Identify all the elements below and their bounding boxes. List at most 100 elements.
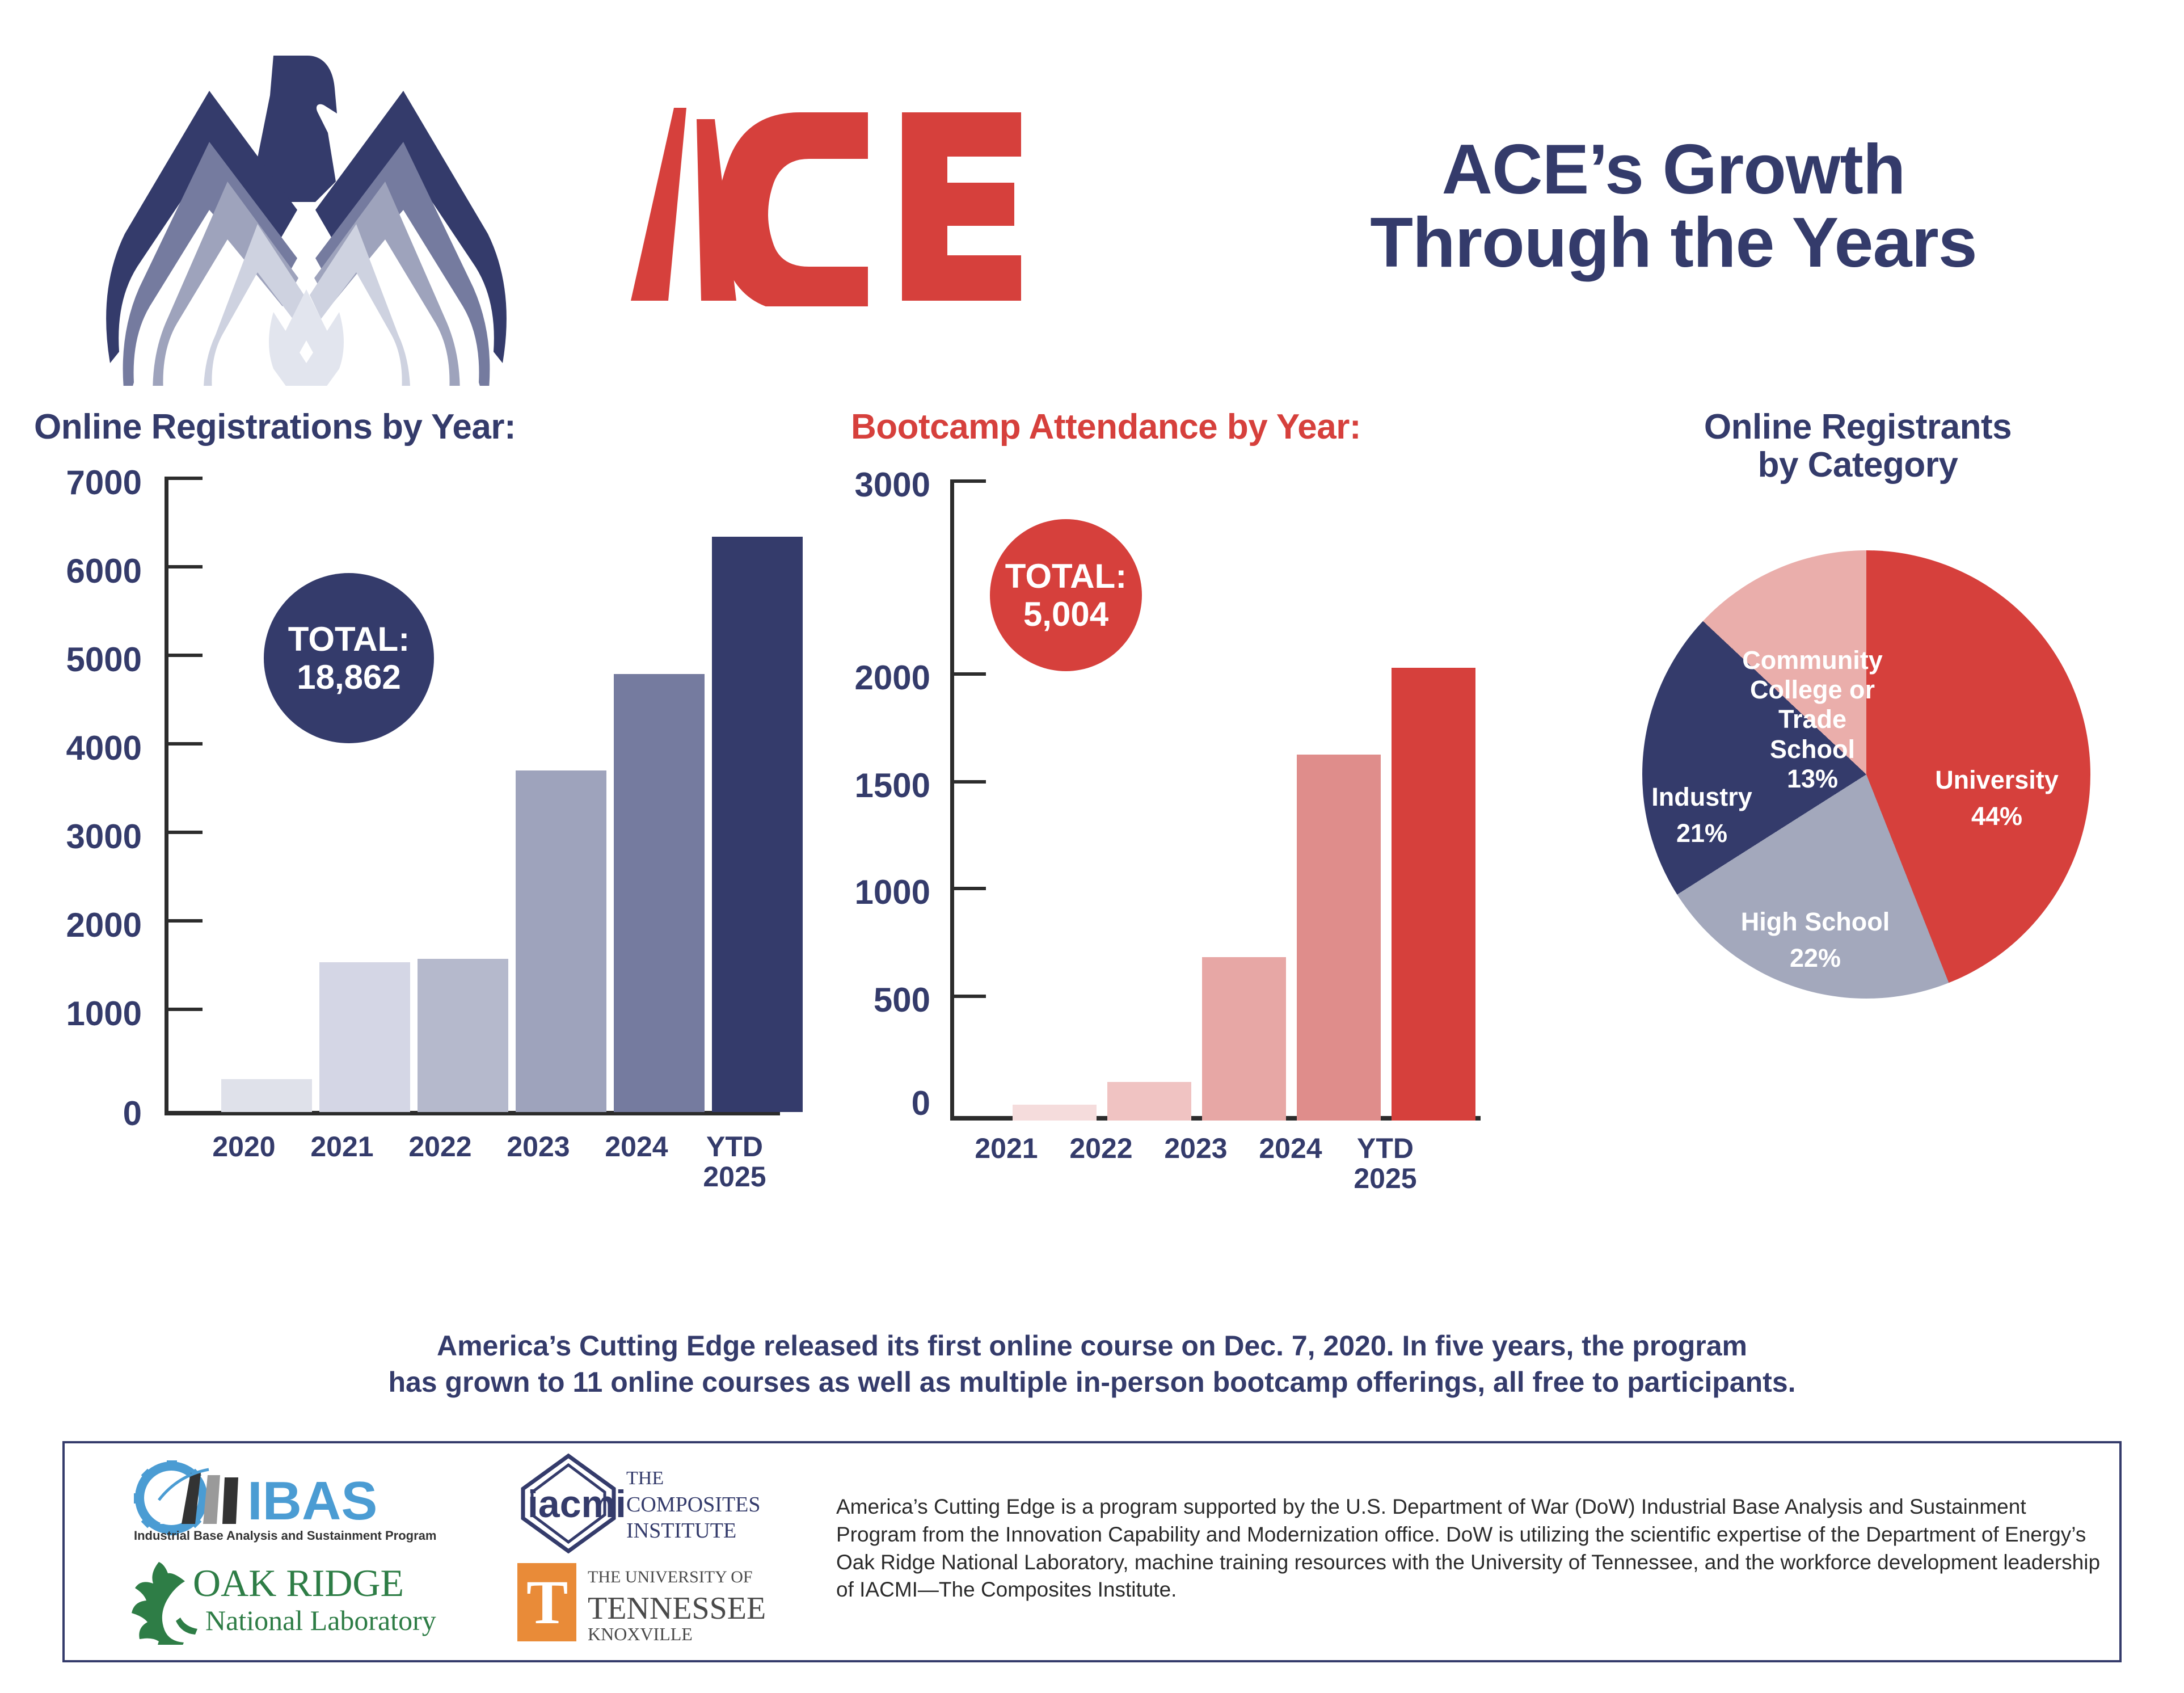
pie-label-community-pct: 13%: [1786, 764, 1839, 793]
chart2-tick-3000: [954, 479, 986, 483]
chart1-xtick-ytd-line2: 2025: [703, 1161, 766, 1193]
chart1-tick-5000: [168, 654, 203, 657]
chart1-xtick-ytd-2025: YTD 2025: [678, 1132, 791, 1192]
pie-label-industry-text: Industry: [1651, 782, 1752, 811]
chart1-xtick-2020: 2020: [187, 1132, 301, 1162]
pie-label-industry-pct: 21%: [1676, 819, 1728, 848]
bootcamp-attendance-chart: Bootcamp Attendance by Year: 3000 2000 1…: [823, 408, 1503, 1294]
chart1-ytick-6000: 6000: [66, 552, 142, 590]
chart1-xtick-2021: 2021: [285, 1132, 399, 1162]
table-row: [1107, 1082, 1191, 1121]
oak-ridge-logo-line-2: National Laboratory: [205, 1604, 436, 1636]
university-of-tennessee-knoxville-logo: T THE UNIVERSITY OF TENNESSEE KNOXVILLE: [513, 1560, 779, 1645]
chart2-tick-500: [954, 995, 986, 998]
chart2-xtick-ytd-line1: YTD: [1357, 1132, 1414, 1164]
ace-eagle-logo: [106, 56, 507, 386]
chart2-xtick-ytd-2025: YTD 2025: [1334, 1134, 1436, 1194]
chart2-ytick-0: 0: [911, 1084, 930, 1122]
chart2-ytick-500: 500: [873, 981, 930, 1019]
iacmi-logo-line-3: INSTITUTE: [626, 1519, 736, 1543]
pie-slice-label-university: University 44%: [1903, 765, 2090, 831]
chart1-ytick-1000: 1000: [66, 995, 142, 1033]
chart1-xtick-2023-line1: 2023: [507, 1131, 570, 1163]
chart1-y-axis: [165, 477, 168, 1114]
ut-logo-line-3: KNOXVILLE: [588, 1624, 693, 1644]
chart1-xtick-2022: 2022: [383, 1132, 497, 1162]
chart2-tick-1500: [954, 780, 986, 784]
ibas-logo: IBAS Industrial Base Analysis and Sustai…: [127, 1460, 445, 1545]
chart2-ytick-2000: 2000: [854, 659, 930, 697]
chart1-ytick-2000: 2000: [66, 906, 142, 944]
chart1-tick-2000: [168, 919, 203, 923]
page-title-line-1: ACE’s Growth: [1441, 130, 1905, 209]
pie-label-university-pct: 44%: [1971, 802, 2023, 831]
chart1-xtick-ytd-line1: YTD: [706, 1131, 763, 1163]
oak-ridge-logo-line-1: OAK RIDGE: [193, 1561, 404, 1604]
caption-line-2: has grown to 11 online courses as well a…: [388, 1366, 1796, 1398]
chart1-total-label: TOTAL:: [288, 620, 410, 658]
chart2-title: Bootcamp Attendance by Year:: [851, 407, 1361, 447]
chart2-xtick-2023: 2023: [1145, 1134, 1247, 1164]
chart3-title: Online Registrants by Category: [1532, 408, 2184, 485]
chart1-x-axis: [165, 1111, 780, 1115]
page-title-line-2: Through the Years: [1370, 203, 1977, 282]
pie-label-community-line-3: Trade: [1778, 705, 1847, 734]
chart1-title: Online Registrations by Year:: [34, 407, 516, 447]
chart1-xtick-2023: 2023: [482, 1132, 595, 1162]
chart2-xtick-2023-line1: 2023: [1164, 1132, 1228, 1164]
pie-label-university-text: University: [1935, 765, 2059, 794]
chart1-tick-4000: [168, 742, 203, 746]
table-row: [1013, 1105, 1097, 1121]
chart1-xtick-2022-line1: 2022: [408, 1131, 472, 1163]
chart2-xtick-2021: 2021: [955, 1134, 1057, 1164]
chart1-xtick-2024: 2024: [580, 1132, 693, 1162]
chart1-tick-3000: [168, 831, 203, 834]
ibas-logo-text: IBAS: [247, 1471, 377, 1531]
table-row: [516, 770, 606, 1112]
chart1-ytick-5000: 5000: [66, 641, 142, 679]
ut-logo-line-1: THE UNIVERSITY OF: [588, 1568, 753, 1586]
table-row: [1297, 755, 1381, 1121]
iacmi-logo: iacmi THE COMPOSITES INSTITUTE: [507, 1451, 779, 1554]
table-row: [418, 959, 508, 1112]
online-registrations-chart: Online Registrations by Year: 7000 6000 …: [0, 408, 806, 1214]
chart2-ytick-1000: 1000: [854, 873, 930, 911]
chart3-title-line-2: by Category: [1757, 445, 1958, 485]
pie-label-high-school-pct: 22%: [1789, 944, 1841, 973]
chart2-plot-area: [950, 479, 1481, 1121]
caption-line-1: America’s Cutting Edge released its firs…: [436, 1330, 1748, 1362]
chart1-xtick-2021-line1: 2021: [310, 1131, 374, 1163]
chart1-total-value: 18,862: [297, 658, 401, 696]
oak-ridge-national-laboratory-logo: OAK RIDGE National Laboratory: [121, 1554, 462, 1660]
chart2-xtick-2024: 2024: [1239, 1134, 1342, 1164]
ut-logo-mark: T: [526, 1568, 568, 1637]
chart1-ytick-3000: 3000: [66, 818, 142, 856]
ace-wordmark: [631, 108, 1021, 306]
chart2-total-label: TOTAL:: [1005, 557, 1127, 595]
pie-chart: [1642, 550, 2090, 999]
pie-slice-label-community: Community College or Trade School 13%: [1727, 646, 1898, 794]
chart1-tick-7000: [168, 477, 203, 480]
chart2-ytick-3000: 3000: [854, 466, 930, 504]
pie-label-high-school-text: High School: [1740, 907, 1890, 936]
iacmi-logo-line-2: COMPOSITES: [626, 1493, 761, 1517]
chart1-xtick-2020-line1: 2020: [212, 1131, 276, 1163]
chart2-xtick-ytd-line2: 2025: [1354, 1163, 1417, 1194]
online-registrants-by-category-chart: Online Registrants by Category Universit…: [1532, 408, 2184, 1157]
chart2-xtick-2022: 2022: [1050, 1134, 1152, 1164]
chart1-tick-6000: [168, 565, 203, 568]
footer-panel: IBAS Industrial Base Analysis and Sustai…: [62, 1441, 2122, 1662]
chart1-xtick-2024-line1: 2024: [605, 1131, 668, 1163]
chart2-tick-2000: [954, 672, 986, 676]
table-row: [1202, 957, 1286, 1121]
footer-disclaimer: America’s Cutting Edge is a program supp…: [836, 1495, 2101, 1602]
chart2-tick-1000: [954, 887, 986, 890]
chart2-xtick-2022-line1: 2022: [1069, 1132, 1133, 1164]
pie-slice-label-high-school: High School 22%: [1719, 907, 1912, 973]
page-header: ACE’s Growth Through the Years: [0, 0, 2184, 397]
ibas-logo-subtitle: Industrial Base Analysis and Sustainment…: [134, 1528, 436, 1543]
chart2-total-value: 5,004: [1023, 595, 1109, 633]
table-row: [712, 537, 803, 1112]
pie-label-community-line-4: School: [1769, 734, 1855, 764]
pie-slice-label-industry: Industry 21%: [1622, 782, 1781, 848]
